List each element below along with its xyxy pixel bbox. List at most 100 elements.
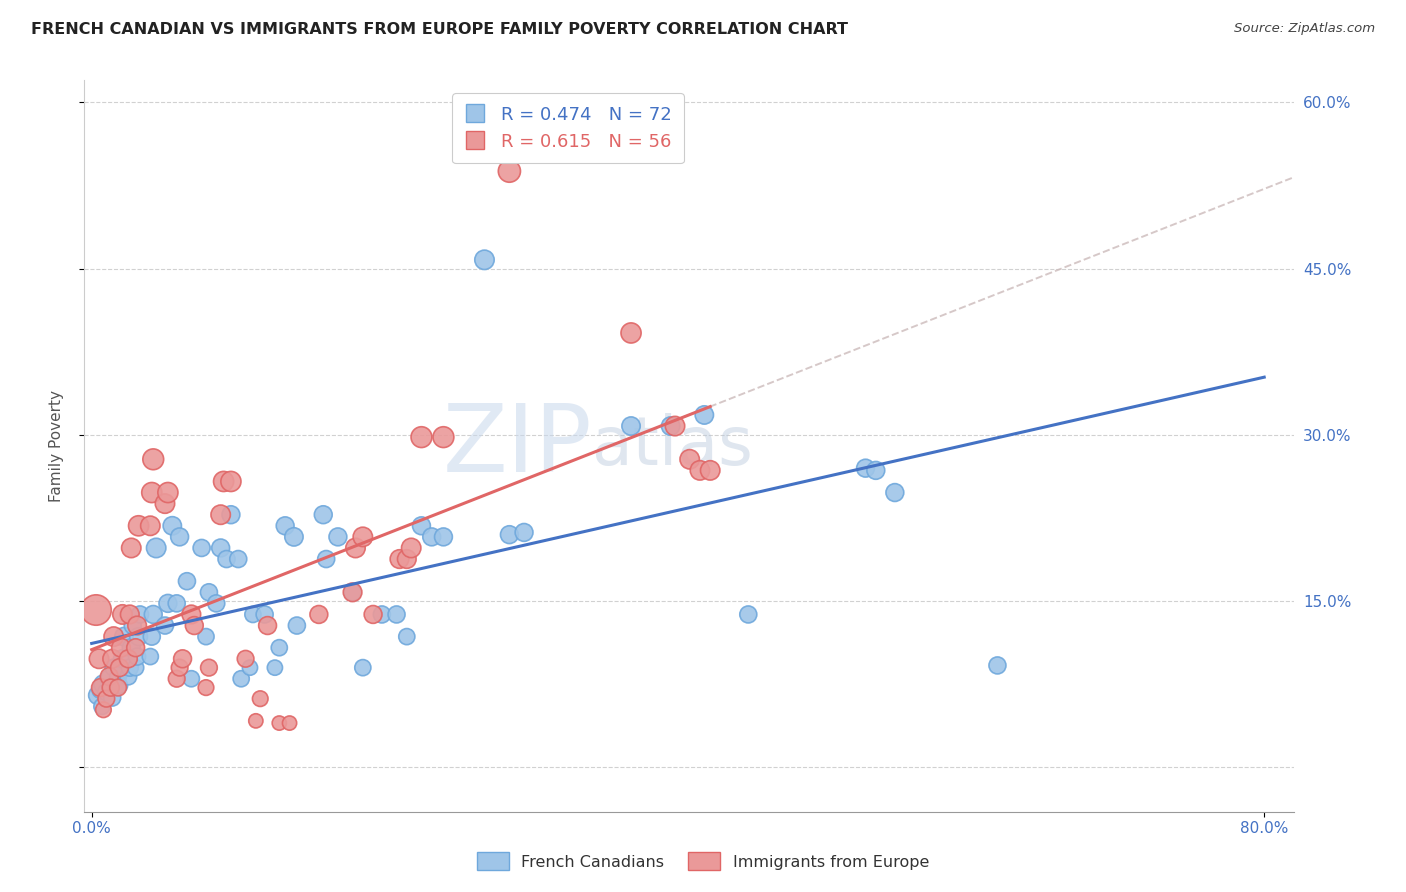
Point bbox=[344, 541, 367, 555]
Point bbox=[117, 669, 139, 683]
Point bbox=[342, 585, 364, 599]
Point bbox=[183, 618, 205, 632]
Point bbox=[693, 408, 716, 422]
Point bbox=[679, 452, 702, 467]
Point bbox=[699, 463, 721, 477]
Point bbox=[93, 677, 115, 691]
Point bbox=[153, 618, 176, 632]
Point bbox=[139, 518, 162, 533]
Point bbox=[209, 541, 232, 555]
Point bbox=[212, 475, 235, 489]
Point bbox=[411, 430, 433, 444]
Point bbox=[121, 618, 143, 632]
Point bbox=[198, 660, 221, 674]
Point bbox=[269, 640, 291, 655]
Point bbox=[308, 607, 330, 622]
Point bbox=[111, 607, 134, 622]
Point bbox=[371, 607, 394, 622]
Point bbox=[128, 630, 150, 644]
Point bbox=[84, 603, 107, 617]
Point bbox=[107, 669, 129, 683]
Point bbox=[689, 463, 711, 477]
Text: Source: ZipAtlas.com: Source: ZipAtlas.com bbox=[1234, 22, 1375, 36]
Point bbox=[226, 552, 249, 566]
Point bbox=[986, 658, 1008, 673]
Point bbox=[326, 530, 349, 544]
Point bbox=[91, 699, 114, 714]
Point bbox=[86, 689, 108, 703]
Point bbox=[198, 585, 221, 599]
Point bbox=[278, 716, 301, 731]
Point bbox=[352, 530, 374, 544]
Point bbox=[87, 652, 110, 666]
Point bbox=[432, 530, 454, 544]
Point bbox=[108, 678, 131, 692]
Point bbox=[169, 530, 191, 544]
Point bbox=[142, 452, 165, 467]
Point bbox=[139, 649, 162, 664]
Point bbox=[120, 541, 142, 555]
Point bbox=[498, 527, 520, 541]
Point bbox=[231, 672, 253, 686]
Point bbox=[89, 682, 111, 697]
Point bbox=[432, 430, 454, 444]
Point bbox=[342, 585, 364, 599]
Point bbox=[264, 660, 287, 674]
Point bbox=[96, 685, 118, 699]
Text: ZIP: ZIP bbox=[443, 400, 592, 492]
Point bbox=[103, 630, 125, 644]
Point bbox=[498, 164, 520, 178]
Point bbox=[385, 607, 408, 622]
Point bbox=[239, 660, 262, 674]
Point bbox=[93, 703, 115, 717]
Point bbox=[361, 607, 384, 622]
Point bbox=[141, 485, 163, 500]
Point bbox=[112, 630, 135, 644]
Point bbox=[420, 530, 443, 544]
Point bbox=[315, 552, 337, 566]
Point bbox=[388, 552, 411, 566]
Y-axis label: Family Poverty: Family Poverty bbox=[49, 390, 63, 502]
Point bbox=[108, 660, 131, 674]
Legend: R = 0.474   N = 72, R = 0.615   N = 56: R = 0.474 N = 72, R = 0.615 N = 56 bbox=[451, 93, 685, 163]
Point bbox=[256, 618, 278, 632]
Point bbox=[253, 607, 276, 622]
Point bbox=[219, 475, 242, 489]
Point bbox=[110, 663, 132, 677]
Point bbox=[474, 252, 496, 267]
Point bbox=[162, 518, 184, 533]
Point bbox=[620, 326, 643, 340]
Point bbox=[242, 607, 264, 622]
Point bbox=[395, 630, 418, 644]
Point bbox=[659, 419, 682, 434]
Point bbox=[312, 508, 335, 522]
Point bbox=[205, 596, 228, 610]
Point bbox=[285, 618, 308, 632]
Point bbox=[399, 541, 422, 555]
Point bbox=[142, 607, 165, 622]
Point bbox=[156, 485, 179, 500]
Point bbox=[411, 518, 433, 533]
Point bbox=[245, 714, 267, 728]
Point bbox=[118, 660, 141, 674]
Point bbox=[235, 652, 257, 666]
Text: atlas: atlas bbox=[592, 413, 754, 479]
Point bbox=[195, 681, 218, 695]
Point bbox=[195, 630, 218, 644]
Point bbox=[96, 691, 118, 706]
Point bbox=[120, 640, 142, 655]
Point bbox=[169, 660, 191, 674]
Point bbox=[620, 419, 643, 434]
Point bbox=[249, 691, 271, 706]
Point bbox=[101, 652, 124, 666]
Text: FRENCH CANADIAN VS IMMIGRANTS FROM EUROPE FAMILY POVERTY CORRELATION CHART: FRENCH CANADIAN VS IMMIGRANTS FROM EUROP… bbox=[31, 22, 848, 37]
Point bbox=[180, 607, 202, 622]
Point bbox=[89, 681, 111, 695]
Point bbox=[107, 681, 129, 695]
Point bbox=[283, 530, 305, 544]
Point bbox=[98, 672, 121, 686]
Point bbox=[127, 618, 149, 632]
Point bbox=[176, 574, 198, 589]
Point bbox=[664, 419, 686, 434]
Point bbox=[153, 497, 176, 511]
